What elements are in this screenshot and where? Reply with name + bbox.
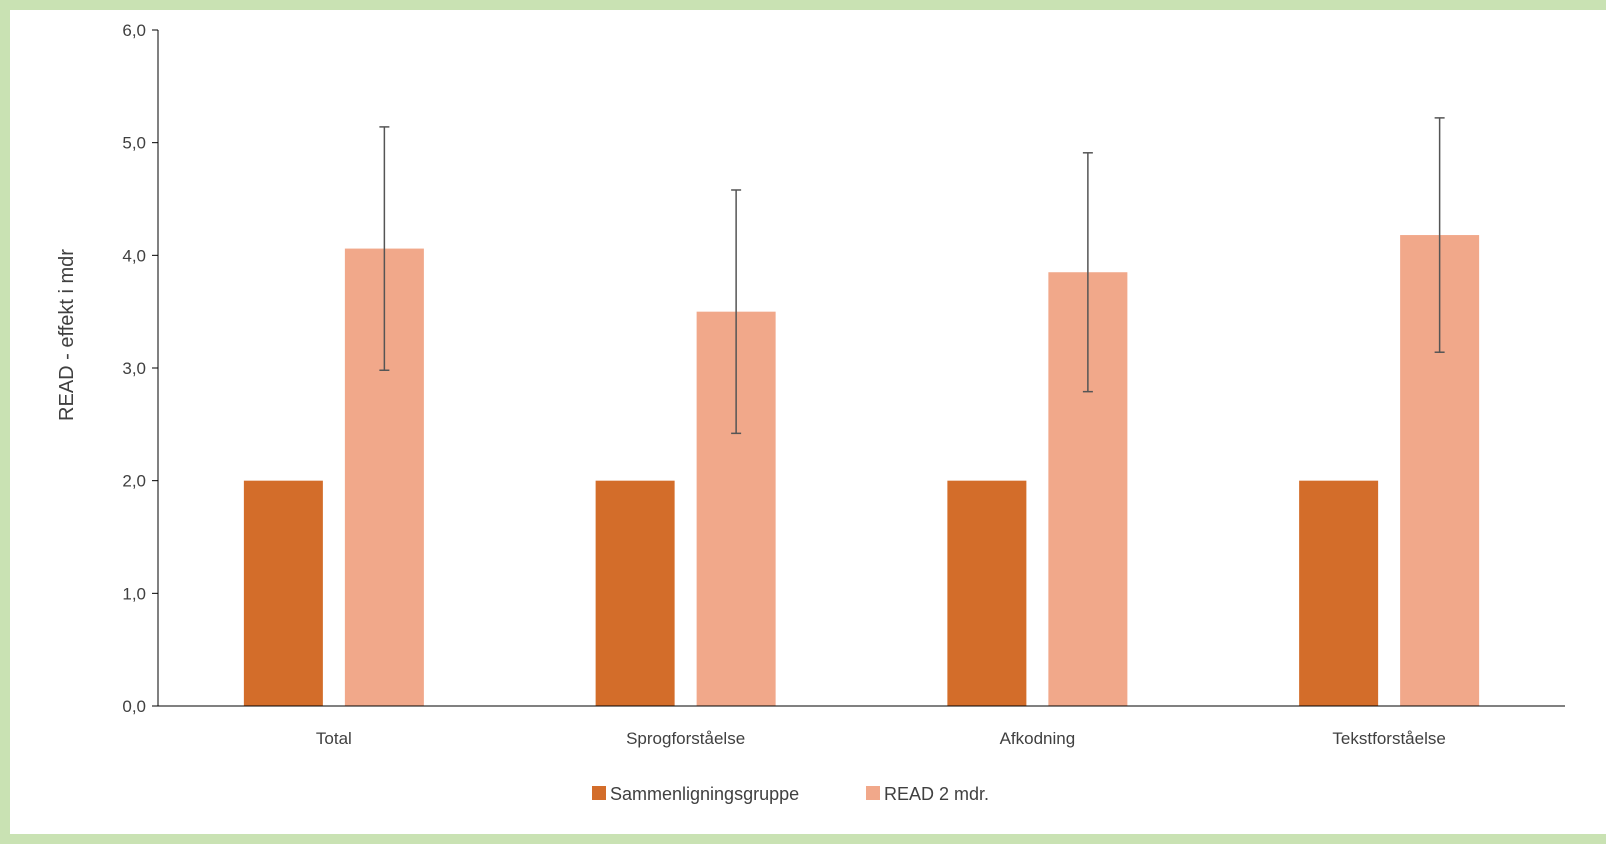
- x-category-label: Sprogforståelse: [626, 729, 745, 748]
- chart-frame: 0,0 1,0 2,0 3,0 4,0 5,0 6,0 Total Sprogforståel…: [10, 10, 1606, 834]
- bar: [1299, 480, 1379, 706]
- y-tick-label: 5,0: [122, 134, 146, 153]
- y-tick-label: 0,0: [122, 697, 146, 716]
- y-tick-label: 4,0: [122, 246, 146, 265]
- bar: [243, 480, 323, 706]
- x-category-label: Total: [316, 729, 352, 748]
- x-category-label: Afkodning: [1000, 729, 1076, 748]
- y-tick-label: 1,0: [122, 584, 146, 603]
- bar-chart: 0,0 1,0 2,0 3,0 4,0 5,0 6,0 Total Sprogforståel…: [56, 21, 1565, 804]
- y-tick-label: 3,0: [122, 359, 146, 378]
- y-tick-label: 6,0: [122, 21, 146, 40]
- legend-swatch: [592, 786, 606, 800]
- bar: [947, 480, 1027, 706]
- legend-label: READ 2 mdr.: [884, 784, 989, 804]
- x-axis: Total Sprogforståelse Afkodning Tekstforstå…: [158, 705, 1565, 748]
- legend: Sammenligningsgruppe READ 2 mdr.: [592, 784, 989, 804]
- legend-swatch: [866, 786, 880, 800]
- y-tick-label: 2,0: [122, 472, 146, 491]
- x-category-label: Tekstforståelse: [1332, 729, 1445, 748]
- y-axis-title: READ - effekt i mdr: [56, 249, 78, 421]
- bars: [243, 235, 1480, 706]
- error-bars: [379, 117, 1445, 435]
- y-axis: 0,0 1,0 2,0 3,0 4,0 5,0 6,0: [122, 21, 159, 716]
- bar: [595, 480, 675, 706]
- legend-label: Sammenligningsgruppe: [610, 784, 799, 804]
